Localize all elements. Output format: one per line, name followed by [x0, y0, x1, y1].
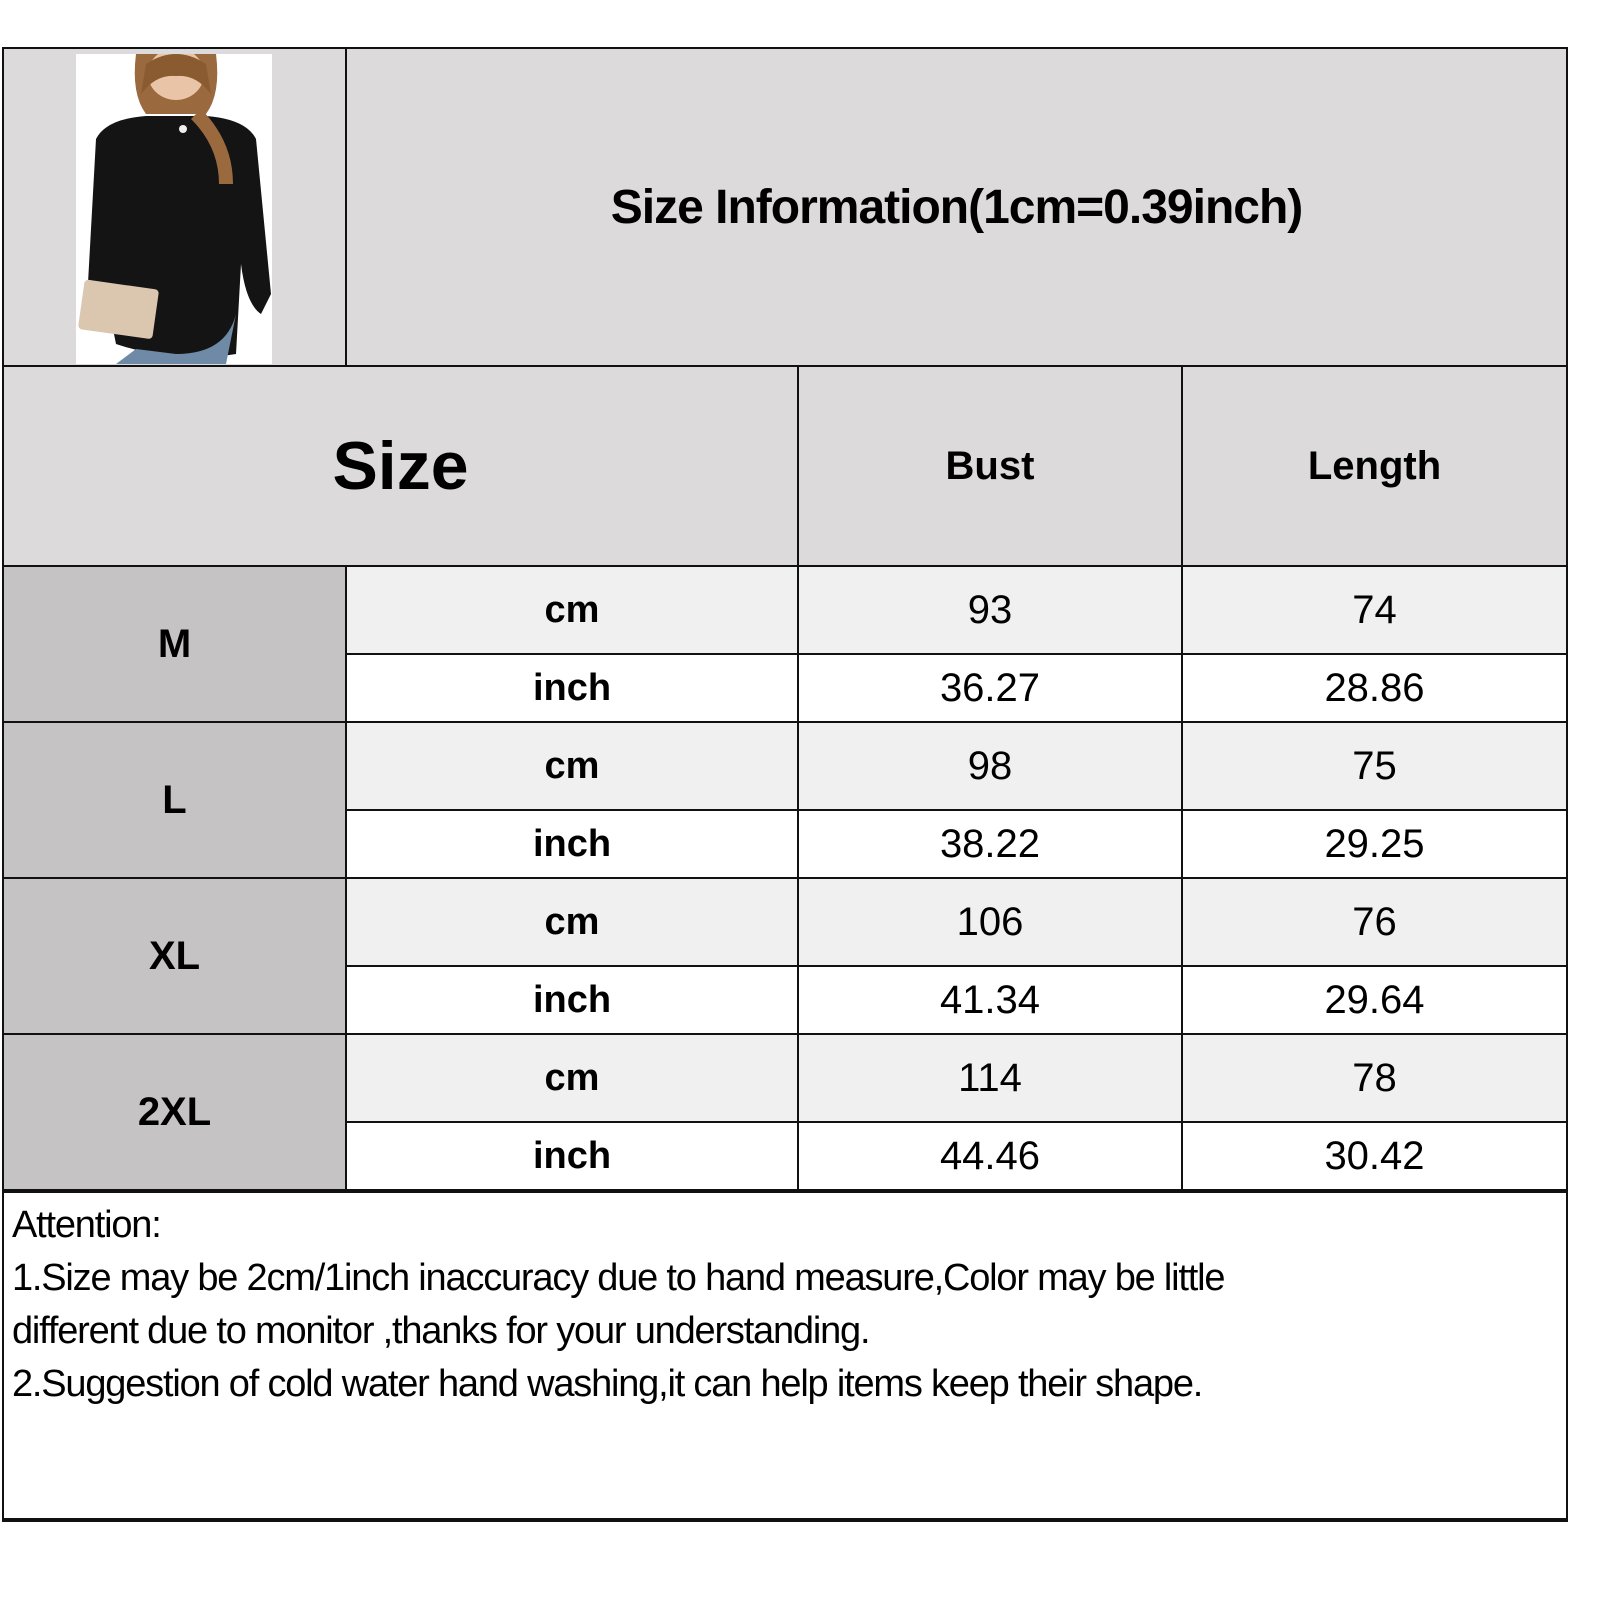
length-inch: 30.42	[1324, 1133, 1425, 1178]
size-label: XL	[148, 933, 201, 978]
unit-inch: inch	[532, 666, 612, 709]
bust-header: Bust	[797, 365, 1183, 567]
size-label-cell: M	[2, 565, 347, 723]
bust-inch: 36.27	[939, 665, 1041, 710]
attention-notes: Attention: 1.Size may be 2cm/1inch inacc…	[2, 1190, 1568, 1522]
bust-cm: 98	[967, 743, 1013, 788]
attention-line-2: different due to monitor ,thanks for you…	[12, 1310, 871, 1352]
size-header: Size	[2, 365, 799, 567]
size-label: L	[162, 777, 187, 822]
unit-cm: cm	[544, 744, 600, 787]
bust-header-label: Bust	[945, 443, 1035, 488]
unit-cm: cm	[544, 588, 600, 631]
attention-line-1: 1.Size may be 2cm/1inch inaccuracy due t…	[12, 1257, 1225, 1299]
unit-inch-cell: inch	[345, 1121, 799, 1191]
unit-cm-cell: cm	[345, 721, 799, 811]
unit-inch-cell: inch	[345, 653, 799, 723]
length-inch-cell: 28.86	[1181, 653, 1568, 723]
unit-inch-cell: inch	[345, 965, 799, 1035]
bust-inch-cell: 41.34	[797, 965, 1183, 1035]
bust-cm: 114	[958, 1055, 1022, 1100]
unit-cm: cm	[544, 1056, 600, 1099]
unit-inch: inch	[532, 822, 612, 865]
unit-inch: inch	[532, 1134, 612, 1177]
length-header: Length	[1181, 365, 1568, 567]
bust-inch-cell: 44.46	[797, 1121, 1183, 1191]
bust-cm-cell: 106	[797, 877, 1183, 967]
length-cm: 78	[1352, 1055, 1397, 1100]
length-inch-cell: 30.42	[1181, 1121, 1568, 1191]
unit-cm-cell: cm	[345, 877, 799, 967]
size-info-title-cell: Size Information(1cm=0.39inch)	[345, 47, 1568, 367]
product-photo	[76, 54, 272, 364]
bust-cm-cell: 93	[797, 565, 1183, 655]
length-inch-cell: 29.64	[1181, 965, 1568, 1035]
size-label: M	[157, 621, 192, 666]
bust-cm-cell: 98	[797, 721, 1183, 811]
unit-cm: cm	[544, 900, 600, 943]
size-label-cell: 2XL	[2, 1033, 347, 1191]
bust-inch: 44.46	[939, 1133, 1041, 1178]
attention-heading: Attention:	[12, 1204, 162, 1246]
bust-inch-cell: 36.27	[797, 653, 1183, 723]
length-inch: 29.25	[1324, 821, 1425, 866]
attention-line-3: 2.Suggestion of cold water hand washing,…	[12, 1363, 1203, 1405]
length-inch-cell: 29.25	[1181, 809, 1568, 879]
length-cm: 75	[1352, 743, 1397, 788]
unit-cm-cell: cm	[345, 565, 799, 655]
unit-inch-cell: inch	[345, 809, 799, 879]
product-photo-cell	[2, 47, 347, 367]
length-cm: 76	[1352, 899, 1397, 944]
bust-inch: 41.34	[939, 977, 1041, 1022]
bust-inch-cell: 38.22	[797, 809, 1183, 879]
bust-cm-cell: 114	[797, 1033, 1183, 1123]
unit-inch: inch	[532, 978, 612, 1021]
page-title: Size Information(1cm=0.39inch)	[610, 180, 1304, 234]
bust-cm: 93	[967, 587, 1013, 632]
size-label-cell: XL	[2, 877, 347, 1035]
length-inch: 28.86	[1324, 665, 1425, 710]
length-cm: 74	[1352, 587, 1397, 632]
unit-cm-cell: cm	[345, 1033, 799, 1123]
length-header-label: Length	[1307, 443, 1442, 488]
length-cm-cell: 74	[1181, 565, 1568, 655]
size-label-cell: L	[2, 721, 347, 879]
size-header-label: Size	[332, 428, 469, 504]
bust-cm: 106	[956, 899, 1024, 944]
length-inch: 29.64	[1324, 977, 1425, 1022]
length-cm-cell: 75	[1181, 721, 1568, 811]
length-cm-cell: 78	[1181, 1033, 1568, 1123]
size-label: 2XL	[137, 1089, 212, 1134]
bust-inch: 38.22	[939, 821, 1041, 866]
length-cm-cell: 76	[1181, 877, 1568, 967]
